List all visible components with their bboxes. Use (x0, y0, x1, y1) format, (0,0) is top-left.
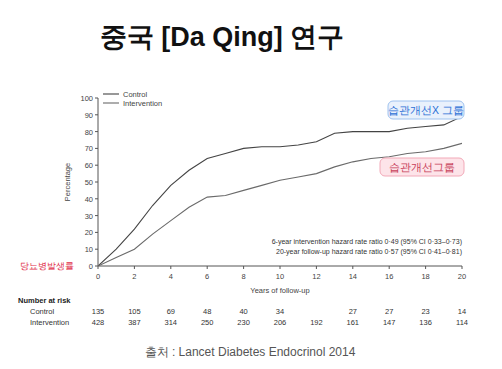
table-cell: 250 (201, 318, 214, 327)
y-tick-label: 60 (85, 161, 93, 170)
y-tick-label: 30 (85, 212, 93, 221)
annotation-box (388, 101, 464, 119)
legend-swatch (103, 102, 119, 103)
x-tick-label: 6 (205, 272, 209, 281)
x-tick-label: 20 (458, 272, 466, 281)
table-cell: 23 (421, 307, 429, 316)
series-line (98, 143, 462, 266)
y-tick (95, 114, 98, 115)
y-tick (95, 131, 98, 132)
title: 중국 [Da Qing] 연구 (100, 22, 345, 52)
y-tick (95, 182, 98, 183)
x-axis-label: Years of follow-up (250, 286, 309, 295)
x-tick (207, 266, 208, 269)
annotation: 습관개선그룹 (389, 161, 455, 173)
table-cell: 387 (128, 318, 141, 327)
annotation-box (380, 158, 464, 176)
y-tick-label: 0 (89, 262, 93, 271)
annotation: 당뇨병발생률 (20, 261, 74, 271)
x-tick (170, 266, 171, 269)
x-tick-label: 12 (312, 272, 320, 281)
table-title: Number at risk (18, 296, 71, 305)
table-row-name: Intervention (30, 318, 69, 327)
x-tick (316, 266, 317, 269)
chart: 중국 [Da Qing] 연구 0 10 20 30 40 50 60 70 80 90 100 0 2 4… (0, 0, 502, 369)
x-tick-label: 0 (96, 272, 100, 281)
x-tick (98, 266, 99, 269)
x-tick (280, 266, 281, 269)
table-cell: 135 (92, 307, 105, 316)
series-line (98, 116, 462, 266)
source: 출처 : Lancet Diabetes Endocrinol 2014 (145, 345, 356, 359)
y-axis-label: Percentage (63, 163, 72, 201)
y-tick (95, 232, 98, 233)
x-tick-label: 8 (242, 272, 246, 281)
y-tick (95, 249, 98, 250)
table-cell: 428 (92, 318, 105, 327)
table-cell: 34 (276, 307, 284, 316)
table-cell: 136 (419, 318, 432, 327)
x-tick (352, 266, 353, 269)
table-cell: 114 (456, 318, 468, 327)
y-tick-label: 80 (85, 128, 93, 137)
y-tick-label: 10 (85, 245, 93, 254)
y-tick (95, 215, 98, 216)
table-cell: 27 (385, 307, 393, 316)
y-tick-label: 70 (85, 144, 93, 153)
x-tick (425, 266, 426, 269)
table-row-name: Control (30, 307, 55, 316)
table-cell: 48 (203, 307, 211, 316)
x-tick (389, 266, 390, 269)
x-tick-label: 18 (421, 272, 429, 281)
table-cell: 14 (458, 307, 466, 316)
table-cell: 40 (239, 307, 247, 316)
x-tick (243, 266, 244, 269)
background (0, 0, 502, 369)
x-tick (134, 266, 135, 269)
x-tick-label: 16 (385, 272, 393, 281)
table-cell: 230 (237, 318, 250, 327)
plot-area (98, 116, 462, 266)
annotation: 20-year follow-up hazard rate ratio 0·57… (276, 248, 462, 256)
y-tick (95, 148, 98, 149)
annotation: 습관개선X 그룹 (388, 104, 464, 116)
y-tick (95, 198, 98, 199)
table-cell: 147 (383, 318, 396, 327)
y-tick-label: 90 (85, 111, 93, 120)
legend-swatch (103, 93, 119, 94)
y-tick-label: 50 (85, 178, 93, 187)
table-cell: 105 (128, 307, 141, 316)
y-tick (95, 165, 98, 166)
x-tick-label: 14 (349, 272, 357, 281)
x-tick-label: 2 (132, 272, 136, 281)
x-tick-label: 10 (276, 272, 284, 281)
annotation: 6-year intervention hazard rate ratio 0·… (272, 238, 462, 246)
x-tick-label: 4 (169, 272, 173, 281)
table-cell: 206 (274, 318, 287, 327)
table-cell: 27 (349, 307, 357, 316)
y-tick-label: 20 (85, 228, 93, 237)
table-cell: 192 (310, 318, 323, 327)
y-tick-label: 40 (85, 195, 93, 204)
y-tick (95, 98, 98, 99)
table-cell: 161 (347, 318, 360, 327)
x-tick (462, 266, 463, 269)
table-cell: 69 (167, 307, 175, 316)
y-tick-label: 100 (80, 94, 93, 103)
legend-label: Control (123, 90, 148, 99)
table-cell: 314 (165, 318, 178, 327)
legend-label: Intervention (123, 99, 162, 108)
